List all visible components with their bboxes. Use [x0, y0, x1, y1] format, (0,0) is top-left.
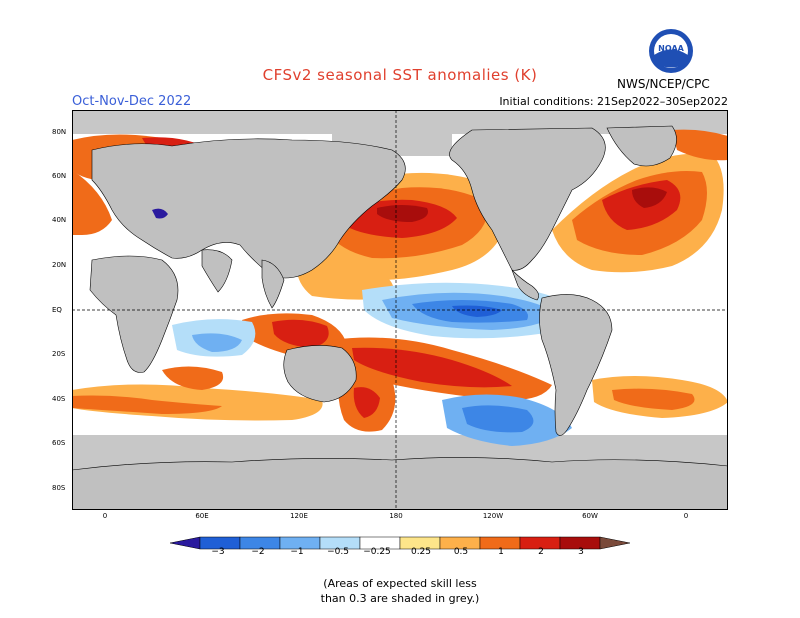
sst-anomaly-map	[71, 110, 729, 514]
colorbar-label-7: 0.5	[453, 547, 469, 557]
skill-note-line2: than 0.3 are shaded in grey.)	[320, 592, 480, 605]
noaa-logo: NOAA	[648, 28, 694, 78]
season-label: Oct-Nov-Dec 2022	[72, 94, 192, 109]
colorbar-label-5: −0.25	[363, 547, 391, 557]
lon-label-0-east: 0	[683, 512, 689, 520]
lon-label-120w: 120W	[482, 512, 504, 520]
map-title: CFSv2 seasonal SST anomalies (K)	[262, 66, 538, 84]
lon-label-180: 180	[389, 512, 403, 520]
lat-label-80n: 80N	[52, 128, 67, 136]
lat-label-40s: 40S	[52, 395, 66, 403]
lat-label-60s: 60S	[52, 439, 66, 447]
lon-label-0: 0	[102, 512, 108, 520]
lon-label-60w: 60W	[582, 512, 598, 520]
initial-conditions-label: Initial conditions: 21Sep2022–30Sep2022	[499, 95, 728, 108]
lat-label-60n: 60N	[52, 172, 67, 180]
lat-label-20n: 20N	[52, 261, 67, 269]
colorbar-label-2: −2	[251, 547, 265, 557]
colorbar-label-8: 1	[498, 547, 504, 557]
lat-label-20s: 20S	[52, 350, 66, 358]
logo-text: NOAA	[658, 44, 684, 53]
colorbar-label-10: 3	[578, 547, 584, 557]
colorbar	[169, 535, 631, 554]
agency-label: NWS/NCEP/CPC	[617, 77, 710, 91]
colorbar-right-arrow	[599, 536, 631, 550]
colorbar-label-9: 2	[538, 547, 544, 557]
skill-note-line1: (Areas of expected skill less	[323, 577, 477, 590]
lat-label-40n: 40N	[52, 216, 67, 224]
colorbar-left-arrow	[169, 536, 201, 550]
lat-label-eq: EQ	[52, 306, 62, 314]
colorbar-label-1: −3	[211, 547, 225, 557]
colorbar-label-6: 0.25	[410, 547, 432, 557]
lon-label-60e: 60E	[195, 512, 209, 520]
lon-label-120e: 120E	[290, 512, 308, 520]
colorbar-label-3: −1	[290, 547, 304, 557]
colorbar-label-4: −0.5	[327, 547, 349, 557]
lat-label-80s: 80S	[52, 484, 66, 492]
